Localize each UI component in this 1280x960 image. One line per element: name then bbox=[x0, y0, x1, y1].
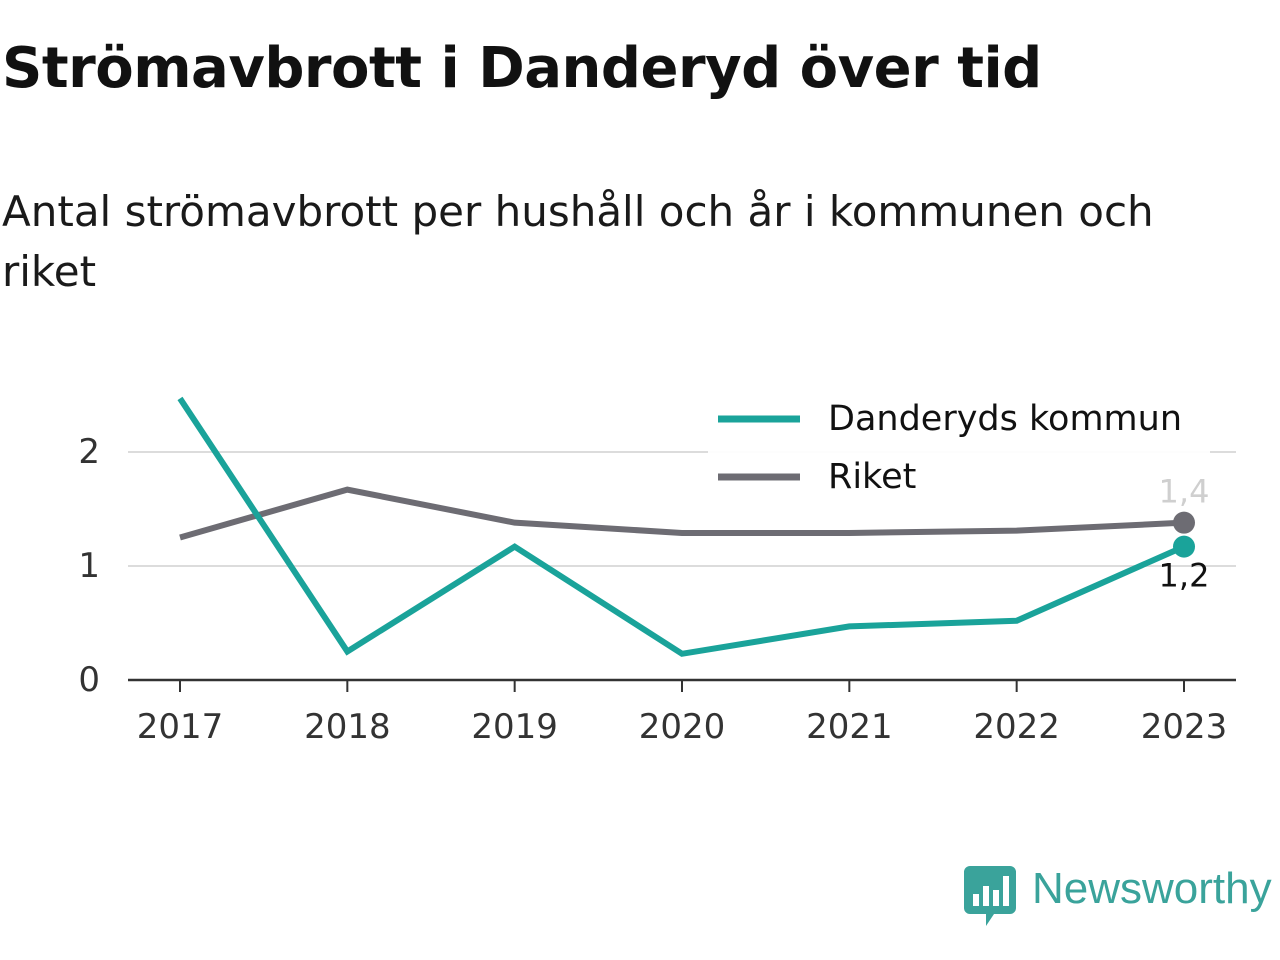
y-tick-label: 1 bbox=[78, 546, 100, 586]
series-end-point bbox=[1173, 511, 1195, 534]
legend-label: Riket bbox=[828, 457, 916, 497]
x-tick-label: 2022 bbox=[973, 707, 1060, 747]
series-end-point bbox=[1173, 535, 1195, 558]
y-tick-label: 0 bbox=[78, 660, 100, 700]
series-line-riket bbox=[179, 486, 1185, 541]
brand-logo: Newsworthy bbox=[964, 862, 1280, 932]
x-tick-label: 2019 bbox=[471, 707, 558, 747]
end-value-label-danderyd: 1,2 bbox=[1159, 557, 1210, 595]
legend-background bbox=[708, 394, 1210, 502]
x-tick-label: 2018 bbox=[304, 707, 391, 747]
brand-name: Newsworthy bbox=[1032, 864, 1272, 913]
x-tick-label: 2023 bbox=[1141, 707, 1228, 747]
legend-label: Danderyds kommun bbox=[828, 399, 1182, 439]
end-value-label-riket: 1,4 bbox=[1159, 473, 1210, 511]
series-line-danderyd bbox=[177, 396, 1186, 657]
chart-subtitle: Antal strömavbrott per hushåll och år i … bbox=[2, 187, 1154, 296]
x-tick-label: 2021 bbox=[806, 707, 893, 747]
chart-title: Strömavbrott i Danderyd över tid bbox=[2, 36, 1042, 101]
newsworthy-logo-icon bbox=[964, 866, 1016, 926]
x-tick-label: 2017 bbox=[137, 707, 224, 747]
x-tick-label: 2020 bbox=[639, 707, 726, 747]
y-tick-label: 2 bbox=[78, 432, 100, 472]
